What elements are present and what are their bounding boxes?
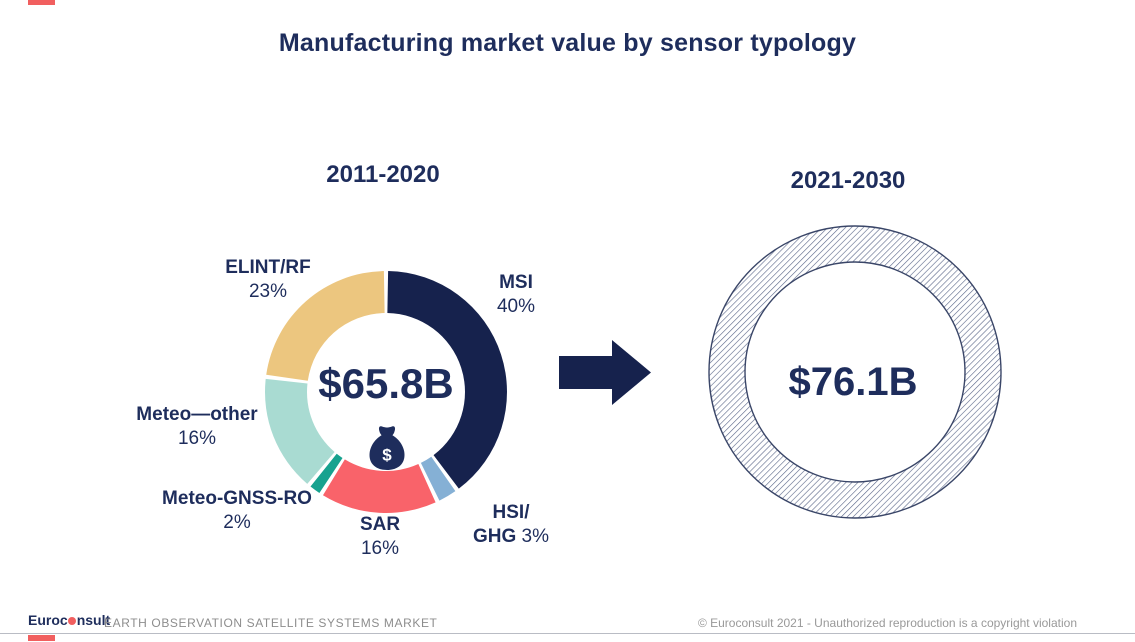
footer-divider <box>0 633 1135 634</box>
right-arrow-icon <box>559 340 651 405</box>
period-label-2021-2030: 2021-2030 <box>790 167 906 194</box>
svg-text:$: $ <box>382 446 392 465</box>
logo-dot-icon <box>68 617 77 625</box>
donut-segment-hsi-ghg <box>420 456 456 501</box>
segment-label-meteo-gnss-ro: Meteo-GNSS-RO 2% <box>162 488 312 533</box>
forecast-ring-2021-2030 <box>708 225 1002 519</box>
bottom-accent-bar <box>28 635 55 641</box>
money-bag-icon: $ <box>369 426 405 470</box>
top-accent-bar <box>28 0 55 5</box>
forecast-ring-inner <box>744 261 966 483</box>
slide-title: Manufacturing market value by sensor typ… <box>278 29 857 57</box>
donut-chart-2011-2020 <box>265 271 507 514</box>
forecast-center-value: $76.1B <box>788 360 918 404</box>
donut-center-value: $65.8B <box>318 360 454 407</box>
donut-segment-meteo-gnss-ro <box>310 453 343 494</box>
segment-label-meteo-other: Meteo—other 16% <box>136 404 258 449</box>
period-label-2011-2020: 2011-2020 <box>326 161 440 188</box>
donut-segment-msi <box>387 271 507 489</box>
segment-label-elint-rf: ELINT/RF 23% <box>225 257 311 302</box>
donut-segment-meteo-other <box>265 378 335 484</box>
donut-segment-elint-rf <box>266 271 385 381</box>
segment-label-sar: SAR 16% <box>359 514 401 559</box>
footer-tagline: EARTH OBSERVATION SATELLITE SYSTEMS MARK… <box>104 616 438 630</box>
footer-copyright: © Euroconsult 2021 - Unauthorized reprod… <box>697 616 1077 630</box>
segment-label-msi: MSI 40% <box>496 272 536 317</box>
donut-segment-sar <box>322 459 436 514</box>
euroconsult-logo: Euroc nsult <box>28 612 111 628</box>
segment-label-hsi-ghg: HSI/ GHG 3% <box>472 502 550 547</box>
